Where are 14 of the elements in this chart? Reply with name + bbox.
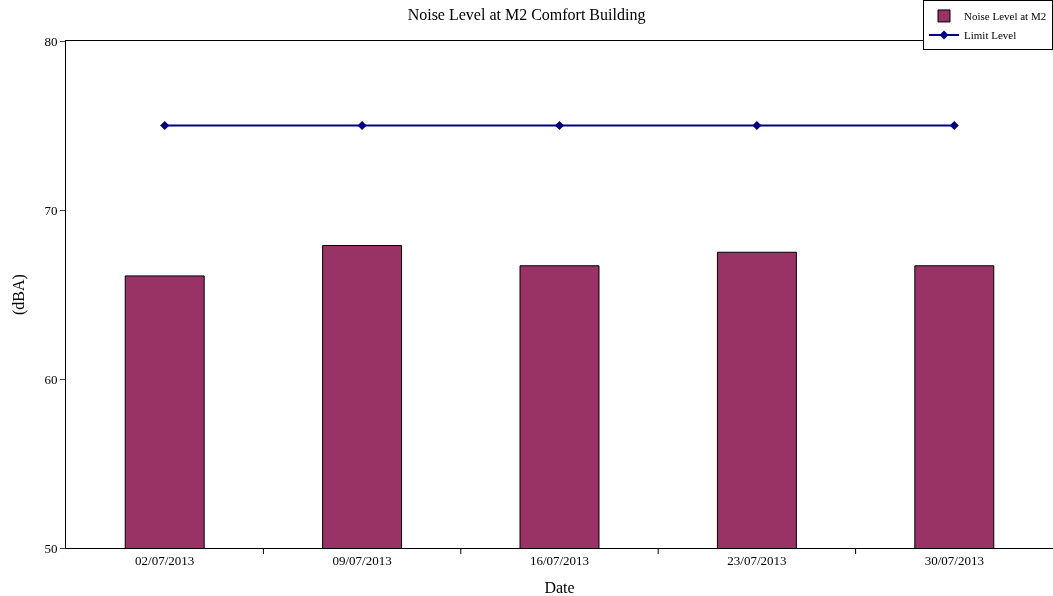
- x-tick-label: 23/07/2013: [727, 552, 787, 568]
- chart-title: Noise Level at M2 Comfort Building: [407, 6, 646, 25]
- x-tick-label: 09/07/2013: [332, 552, 392, 568]
- y-tick-label: 80: [44, 33, 58, 49]
- legend-label: Limit Level: [964, 29, 1017, 42]
- x-tick-label: 30/07/2013: [924, 552, 984, 568]
- y-tick-label: 70: [44, 202, 58, 218]
- y-tick-label: 60: [44, 371, 58, 387]
- x-tick-label: 02/07/2013: [135, 552, 195, 568]
- x-axis-title: Date: [544, 579, 575, 596]
- y-axis-title: (dBA): [10, 274, 29, 315]
- x-tick-label: 16/07/2013: [529, 552, 590, 568]
- legend-label: Noise Level at M2: [964, 10, 1047, 23]
- y-tick-label: 50: [44, 540, 58, 556]
